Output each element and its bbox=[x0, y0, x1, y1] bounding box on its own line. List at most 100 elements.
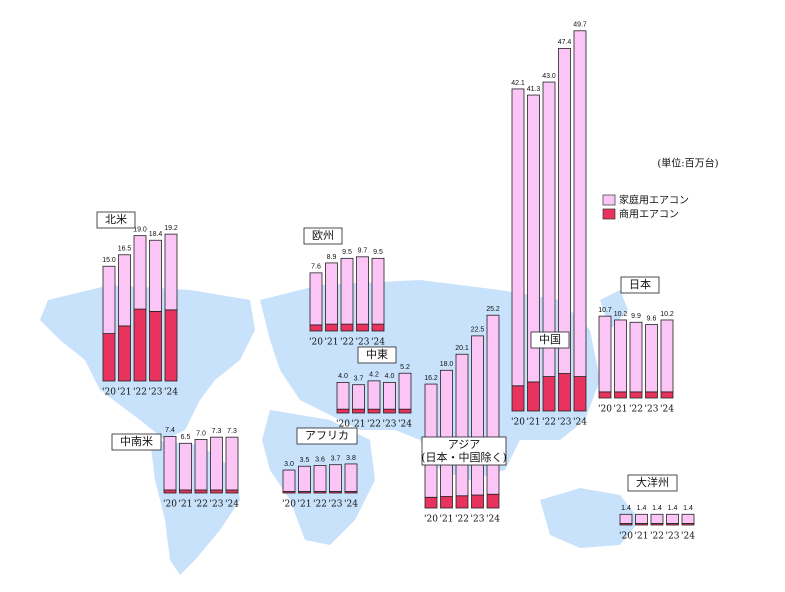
x-tick-label: '24 bbox=[164, 388, 178, 398]
region-label: 北米 bbox=[105, 213, 127, 226]
total-label: 4.2 bbox=[369, 372, 379, 379]
total-label: 10.7 bbox=[598, 307, 612, 314]
bar-segment bbox=[635, 513, 648, 524]
bar-segment bbox=[424, 496, 438, 509]
bar-segment bbox=[383, 381, 396, 410]
x-tick-label: '24 bbox=[681, 532, 695, 542]
total-label: 18.0 bbox=[440, 361, 454, 368]
bar-segment bbox=[440, 496, 453, 509]
bar-segment bbox=[650, 513, 664, 524]
bar-segment bbox=[313, 465, 327, 492]
total-label: 1.4 bbox=[637, 505, 647, 512]
bar-segment bbox=[371, 323, 385, 332]
bar-segment bbox=[371, 257, 385, 325]
x-tick-label: '24 bbox=[225, 500, 239, 510]
total-label: 3.8 bbox=[346, 455, 356, 462]
region-label: 欧州 bbox=[312, 229, 334, 242]
total-label: 10.2 bbox=[614, 311, 628, 318]
bar-segment bbox=[619, 513, 633, 524]
region-label: アジア bbox=[448, 438, 481, 451]
bar-segment bbox=[179, 489, 192, 494]
bar-segment bbox=[340, 257, 354, 325]
region-label: 中南米 bbox=[120, 435, 153, 448]
bar-segment bbox=[163, 435, 177, 491]
total-label: 4.0 bbox=[385, 373, 395, 380]
x-tick-label: '21 bbox=[440, 515, 454, 525]
x-tick-label: '20 bbox=[163, 500, 177, 510]
bar-segment bbox=[102, 265, 116, 334]
x-tick-label: '23 bbox=[329, 500, 343, 510]
x-tick-label: '21 bbox=[179, 500, 193, 510]
total-label: 7.3 bbox=[212, 428, 222, 435]
x-tick-label: '24 bbox=[344, 500, 358, 510]
x-tick-label: '24 bbox=[371, 338, 385, 348]
bar-segment bbox=[309, 324, 323, 332]
x-tick-label: '22 bbox=[313, 500, 327, 510]
region-label-box bbox=[296, 427, 358, 445]
bar-segment bbox=[179, 442, 192, 491]
bar-segment bbox=[383, 408, 396, 414]
x-tick-label: '20 bbox=[336, 420, 350, 430]
total-label: 4.0 bbox=[338, 373, 348, 380]
bar-segment bbox=[340, 323, 354, 332]
bar-segment bbox=[542, 376, 556, 412]
total-label: 15.0 bbox=[102, 257, 116, 264]
total-label: 1.4 bbox=[668, 505, 678, 512]
total-label: 9.9 bbox=[631, 313, 641, 320]
total-label: 20.1 bbox=[455, 345, 469, 352]
total-label: 10.2 bbox=[660, 311, 674, 318]
x-tick-label: '20 bbox=[102, 388, 116, 398]
bar-segment bbox=[614, 319, 627, 393]
x-tick-label: '24 bbox=[398, 420, 412, 430]
x-tick-label: '24 bbox=[573, 418, 587, 428]
bar-segment bbox=[440, 369, 453, 497]
bar-segment bbox=[645, 391, 658, 399]
x-tick-label: '23 bbox=[149, 388, 163, 398]
bar-segment bbox=[210, 436, 223, 491]
x-tick-label: '22 bbox=[629, 405, 643, 415]
bar-segment bbox=[164, 233, 178, 311]
bar-segment bbox=[398, 372, 412, 410]
region-label: 日本 bbox=[629, 277, 651, 291]
x-tick-label: '20 bbox=[511, 418, 525, 428]
total-label: 16.5 bbox=[118, 246, 132, 253]
bar-segment bbox=[309, 272, 323, 326]
bar-segment bbox=[455, 353, 469, 497]
bar-segment bbox=[325, 262, 338, 325]
x-tick-label: '21 bbox=[614, 405, 628, 415]
x-tick-label: '22 bbox=[367, 420, 381, 430]
total-label: 47.4 bbox=[558, 39, 572, 46]
bar-segment bbox=[486, 493, 500, 509]
bar-segment bbox=[629, 321, 643, 393]
total-label: 16.2 bbox=[424, 375, 438, 382]
bar-segment bbox=[325, 323, 338, 332]
total-label: 3.6 bbox=[315, 456, 325, 463]
bar-segment bbox=[344, 463, 358, 492]
total-label: 42.1 bbox=[511, 80, 525, 87]
x-tick-label: '21 bbox=[118, 388, 132, 398]
bar-segment bbox=[194, 489, 208, 494]
bar-segment bbox=[163, 489, 177, 494]
unit-label: (単位:百万台) bbox=[657, 157, 718, 170]
legend-swatch bbox=[602, 208, 616, 220]
x-tick-label: '23 bbox=[558, 418, 572, 428]
bar-segment bbox=[614, 391, 627, 399]
bar-segment bbox=[558, 373, 571, 412]
region-label-box bbox=[530, 331, 570, 349]
bar-segment bbox=[645, 324, 658, 393]
bar-segment bbox=[352, 408, 365, 414]
bar-segment bbox=[149, 239, 162, 312]
bar-segment bbox=[398, 408, 412, 414]
bar-segment bbox=[356, 323, 369, 332]
bar-segment bbox=[542, 81, 556, 377]
total-label: 7.0 bbox=[196, 430, 206, 437]
total-label: 9.7 bbox=[358, 248, 368, 255]
bar-segment bbox=[511, 88, 525, 387]
bar-segment bbox=[598, 315, 612, 393]
bar-segment bbox=[629, 391, 643, 399]
bar-segment bbox=[527, 381, 540, 412]
total-label: 19.2 bbox=[164, 225, 178, 232]
x-tick-label: '22 bbox=[194, 500, 208, 510]
bar-segment bbox=[573, 376, 587, 412]
total-label: 43.0 bbox=[542, 73, 556, 80]
